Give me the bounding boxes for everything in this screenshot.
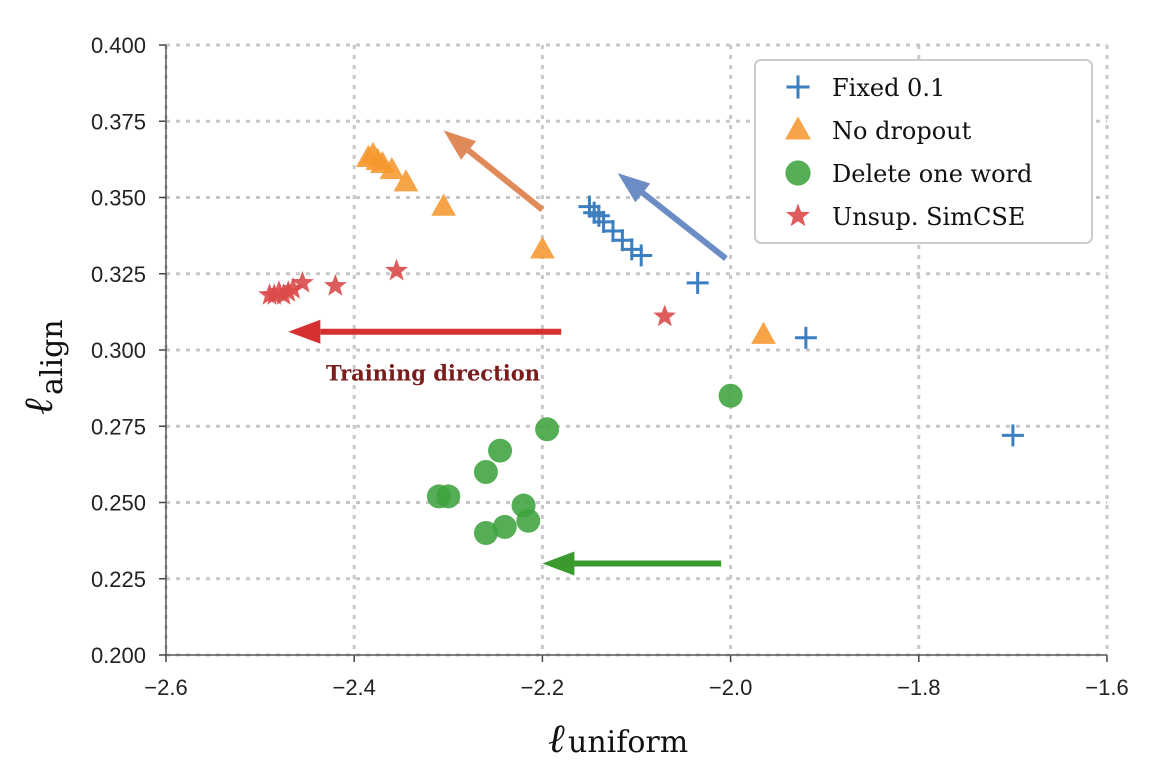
arrow-shaft xyxy=(640,190,728,261)
data-point xyxy=(291,270,314,293)
arrow-head xyxy=(542,551,575,576)
data-point xyxy=(611,229,634,252)
y-axis-label-main: ℓ xyxy=(16,398,62,415)
legend: Fixed 0.1 No dropout Delete one word Unsup.… xyxy=(754,59,1093,244)
x-tick-label: −2.2 xyxy=(521,675,564,700)
legend-label: Unsup. SimCSE xyxy=(832,203,1025,231)
data-point xyxy=(592,210,615,233)
data-point xyxy=(583,201,606,224)
data-point xyxy=(324,273,347,296)
data-point xyxy=(492,514,517,539)
y-tick-label: 0.300 xyxy=(91,338,146,363)
x-axis-label-sub: uniform xyxy=(568,725,688,760)
data-point xyxy=(436,484,461,509)
data-points xyxy=(258,141,1024,545)
plot-frame xyxy=(159,44,1108,662)
series-delete-one-word xyxy=(426,383,743,545)
legend-items: Fixed 0.1 No dropout Delete one word Unsup.… xyxy=(785,74,1032,231)
star-marker xyxy=(786,203,810,227)
data-point xyxy=(794,326,817,349)
data-point xyxy=(686,271,709,294)
data-point xyxy=(281,277,305,299)
data-point xyxy=(488,438,513,463)
y-tick-label: 0.400 xyxy=(91,33,146,58)
y-tick-label: 0.200 xyxy=(91,643,146,668)
data-point xyxy=(267,280,291,302)
x-tick-label: −2.0 xyxy=(709,675,752,700)
arrow-shaft xyxy=(466,148,545,213)
x-axis-label-main: ℓ xyxy=(548,716,565,762)
direction-arrow xyxy=(542,551,722,576)
arrow-head xyxy=(443,130,477,160)
data-point xyxy=(393,169,419,192)
triangle-marker xyxy=(785,116,811,140)
data-point xyxy=(1001,424,1024,447)
y-tick-label: 0.225 xyxy=(91,567,146,592)
y-tick-label: 0.375 xyxy=(91,109,146,134)
data-point xyxy=(751,321,776,344)
y-tick-label: 0.250 xyxy=(91,491,146,516)
data-point xyxy=(535,417,560,442)
data-point xyxy=(630,244,653,267)
data-point xyxy=(653,304,677,327)
data-point xyxy=(473,460,498,484)
series-fixed-0-1 xyxy=(578,195,1024,447)
x-tick-label: −1.6 xyxy=(1085,675,1128,700)
data-point xyxy=(431,193,456,216)
legend-entry: Fixed 0.1 xyxy=(786,74,945,102)
series-no-dropout xyxy=(355,141,776,344)
legend-entry: Delete one word xyxy=(785,160,1032,188)
direction-arrow xyxy=(443,130,545,213)
series-unsup-simcse xyxy=(258,258,677,327)
y-tick-label: 0.350 xyxy=(91,186,146,211)
legend-entry: No dropout xyxy=(785,116,972,145)
y-axis-label: ℓ align xyxy=(16,319,70,415)
direction-arrows xyxy=(288,130,728,576)
y-tick-label: 0.275 xyxy=(91,414,146,439)
y-tick-label: 0.325 xyxy=(91,262,146,287)
arrow-head xyxy=(288,319,321,344)
legend-entry: Unsup. SimCSE xyxy=(786,203,1025,231)
direction-arrow xyxy=(617,173,728,261)
x-tick-label: −1.8 xyxy=(897,675,940,700)
circle-marker xyxy=(785,160,811,186)
data-point xyxy=(385,258,408,281)
tick-labels: −2.6 −2.4 −2.2 −2.0 −1.8 −1.6 0.200 0.225 0.250 0… xyxy=(91,33,1129,700)
x-tick-label: −2.6 xyxy=(144,675,187,700)
direction-arrow xyxy=(288,319,562,344)
data-point xyxy=(718,383,743,408)
legend-label: Delete one word xyxy=(832,160,1032,188)
x-tick-label: −2.4 xyxy=(332,675,375,700)
data-point xyxy=(530,236,555,259)
plus-marker xyxy=(786,75,810,99)
legend-label: No dropout xyxy=(832,117,972,145)
legend-label: Fixed 0.1 xyxy=(832,74,945,102)
data-point xyxy=(516,508,541,533)
data-point xyxy=(473,521,498,545)
training-direction-annotation: Training direction xyxy=(326,361,540,386)
arrow-head xyxy=(617,173,651,203)
y-axis-label-sub: align xyxy=(35,319,70,395)
data-point xyxy=(379,157,405,180)
data-point xyxy=(601,220,624,243)
legend-box xyxy=(754,59,1093,244)
x-axis-label: ℓ uniform xyxy=(548,716,688,762)
